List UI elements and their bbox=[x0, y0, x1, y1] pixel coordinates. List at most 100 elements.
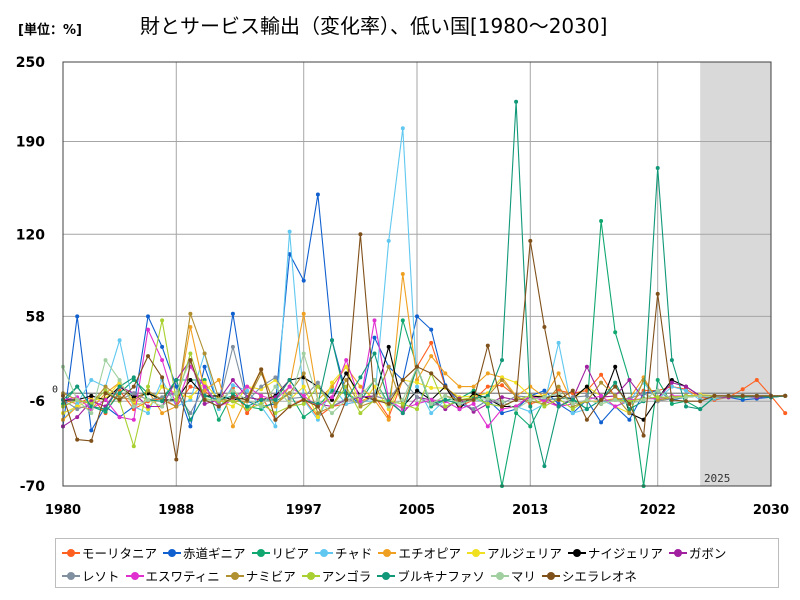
data-point bbox=[400, 378, 405, 382]
data-point bbox=[188, 358, 193, 363]
data-point bbox=[216, 417, 221, 422]
data-point bbox=[103, 358, 108, 363]
data-point bbox=[75, 415, 80, 420]
data-point bbox=[358, 375, 363, 380]
series-line bbox=[62, 359, 786, 427]
data-point bbox=[740, 387, 745, 392]
data-point bbox=[500, 378, 504, 382]
data-point bbox=[146, 397, 150, 402]
data-point bbox=[471, 384, 476, 389]
data-point bbox=[429, 385, 434, 390]
x-tick-label: 1980 bbox=[45, 503, 81, 518]
data-point bbox=[160, 375, 165, 380]
data-point bbox=[287, 229, 292, 234]
data-point bbox=[485, 384, 490, 389]
data-point bbox=[641, 433, 646, 438]
data-point bbox=[457, 407, 462, 412]
data-point bbox=[174, 378, 179, 382]
data-point bbox=[245, 397, 250, 402]
data-point bbox=[386, 401, 391, 406]
data-point bbox=[259, 384, 264, 389]
data-point bbox=[330, 338, 334, 343]
data-point bbox=[259, 404, 264, 409]
series-layer bbox=[61, 99, 788, 488]
data-point bbox=[202, 401, 207, 406]
data-point bbox=[372, 351, 377, 356]
data-point bbox=[330, 395, 334, 400]
data-point bbox=[613, 330, 618, 335]
data-point bbox=[259, 397, 264, 402]
data-point bbox=[131, 417, 136, 422]
grid bbox=[62, 61, 772, 487]
data-point bbox=[613, 364, 618, 369]
data-point bbox=[188, 384, 193, 389]
series-7 bbox=[61, 344, 788, 422]
data-point bbox=[160, 399, 165, 404]
data-point bbox=[117, 378, 122, 382]
data-point bbox=[372, 378, 377, 382]
data-point bbox=[75, 314, 80, 319]
data-point bbox=[301, 415, 306, 420]
data-point bbox=[584, 364, 589, 369]
data-point bbox=[415, 388, 419, 393]
data-point bbox=[216, 404, 221, 409]
series-line bbox=[62, 319, 786, 447]
data-point bbox=[160, 358, 165, 363]
data-point bbox=[358, 232, 363, 237]
data-point bbox=[75, 397, 80, 402]
data-point bbox=[400, 318, 405, 323]
data-point bbox=[400, 411, 405, 416]
data-point bbox=[584, 393, 589, 398]
data-point bbox=[415, 314, 419, 319]
data-point bbox=[429, 354, 434, 359]
data-point bbox=[146, 384, 150, 389]
data-point bbox=[117, 415, 122, 420]
data-point bbox=[131, 397, 136, 402]
plot-frame bbox=[62, 61, 772, 487]
legend-label: ガボン bbox=[688, 546, 727, 561]
data-point bbox=[443, 404, 448, 409]
zero-label: 0 bbox=[52, 384, 58, 395]
legend-marker-icon bbox=[377, 571, 396, 581]
data-point bbox=[415, 380, 419, 385]
data-point bbox=[485, 343, 490, 348]
series-line bbox=[62, 346, 786, 414]
legend-label: マリ bbox=[510, 569, 536, 584]
data-point bbox=[188, 351, 193, 356]
legend-label: シエラレオネ bbox=[561, 569, 637, 584]
data-point bbox=[457, 397, 462, 402]
data-point bbox=[415, 407, 419, 412]
data-point bbox=[315, 192, 320, 197]
data-point bbox=[146, 354, 150, 359]
data-point bbox=[669, 401, 674, 406]
data-point bbox=[415, 384, 419, 389]
data-point bbox=[358, 399, 363, 404]
data-point bbox=[259, 393, 264, 398]
data-point bbox=[669, 397, 674, 402]
data-point bbox=[344, 378, 349, 382]
data-point bbox=[613, 393, 618, 398]
x-tick-label: 2013 bbox=[512, 503, 548, 518]
data-point bbox=[287, 384, 292, 389]
data-point bbox=[330, 404, 334, 409]
data-point bbox=[599, 401, 604, 406]
data-point bbox=[344, 358, 349, 363]
data-point bbox=[485, 401, 490, 406]
data-point bbox=[344, 397, 349, 402]
data-point bbox=[89, 411, 94, 416]
data-point bbox=[131, 404, 136, 409]
legend-label: エチオピア bbox=[398, 546, 461, 561]
data-point bbox=[415, 401, 419, 406]
data-point bbox=[117, 338, 122, 343]
axes: 250 190 120 58 -6 -70 1980 1988 1997 2005 2013 2022… bbox=[16, 55, 789, 518]
data-point bbox=[457, 384, 462, 389]
data-point bbox=[89, 378, 94, 382]
data-point bbox=[528, 424, 533, 429]
data-point bbox=[457, 401, 462, 406]
legend: モーリタニア 赤道ギニア リビア チャド エチオピア アルジェリア ナイジェリア ガボン レソト… bbox=[55, 538, 779, 588]
data-point bbox=[386, 238, 391, 243]
data-point bbox=[471, 407, 476, 412]
data-point bbox=[245, 384, 250, 389]
series-line bbox=[62, 233, 786, 461]
data-point bbox=[684, 399, 688, 404]
